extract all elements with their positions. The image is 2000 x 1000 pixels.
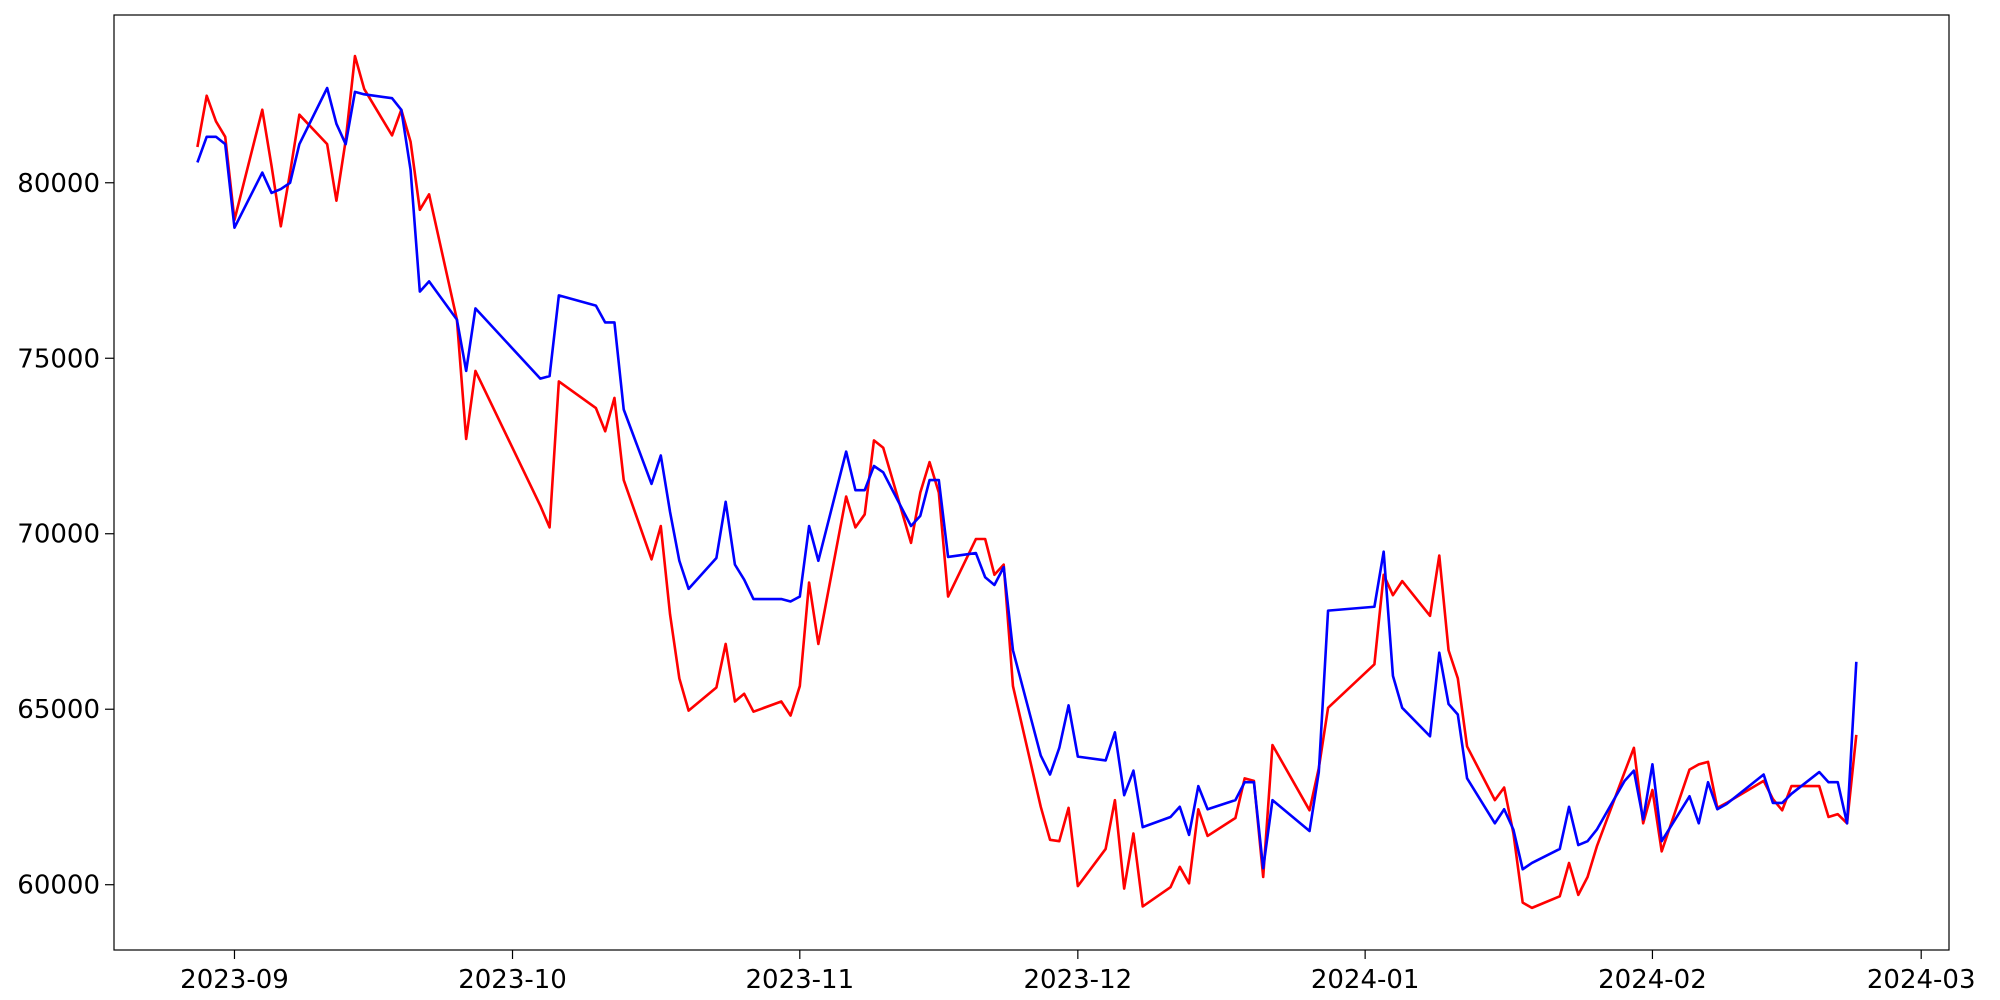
y-tick-label: 65000 <box>17 695 100 725</box>
x-tick-label: 2023-09 <box>180 965 289 995</box>
x-tick-label: 2024-02 <box>1598 965 1707 995</box>
y-tick-label: 75000 <box>17 344 100 374</box>
x-tick-label: 2023-12 <box>1024 965 1133 995</box>
series-line <box>196 54 1858 910</box>
y-tick-label: 80000 <box>17 169 100 199</box>
x-tick-label: 2023-10 <box>458 965 567 995</box>
y-tick-label: 70000 <box>17 520 100 550</box>
x-tick-label: 2023-11 <box>745 965 854 995</box>
y-tick-label: 60000 <box>17 871 100 901</box>
plot-frame <box>113 14 1950 951</box>
series-line <box>196 86 1858 871</box>
x-tick-label: 2024-01 <box>1311 965 1420 995</box>
x-tick-label: 2024-03 <box>1867 965 1976 995</box>
